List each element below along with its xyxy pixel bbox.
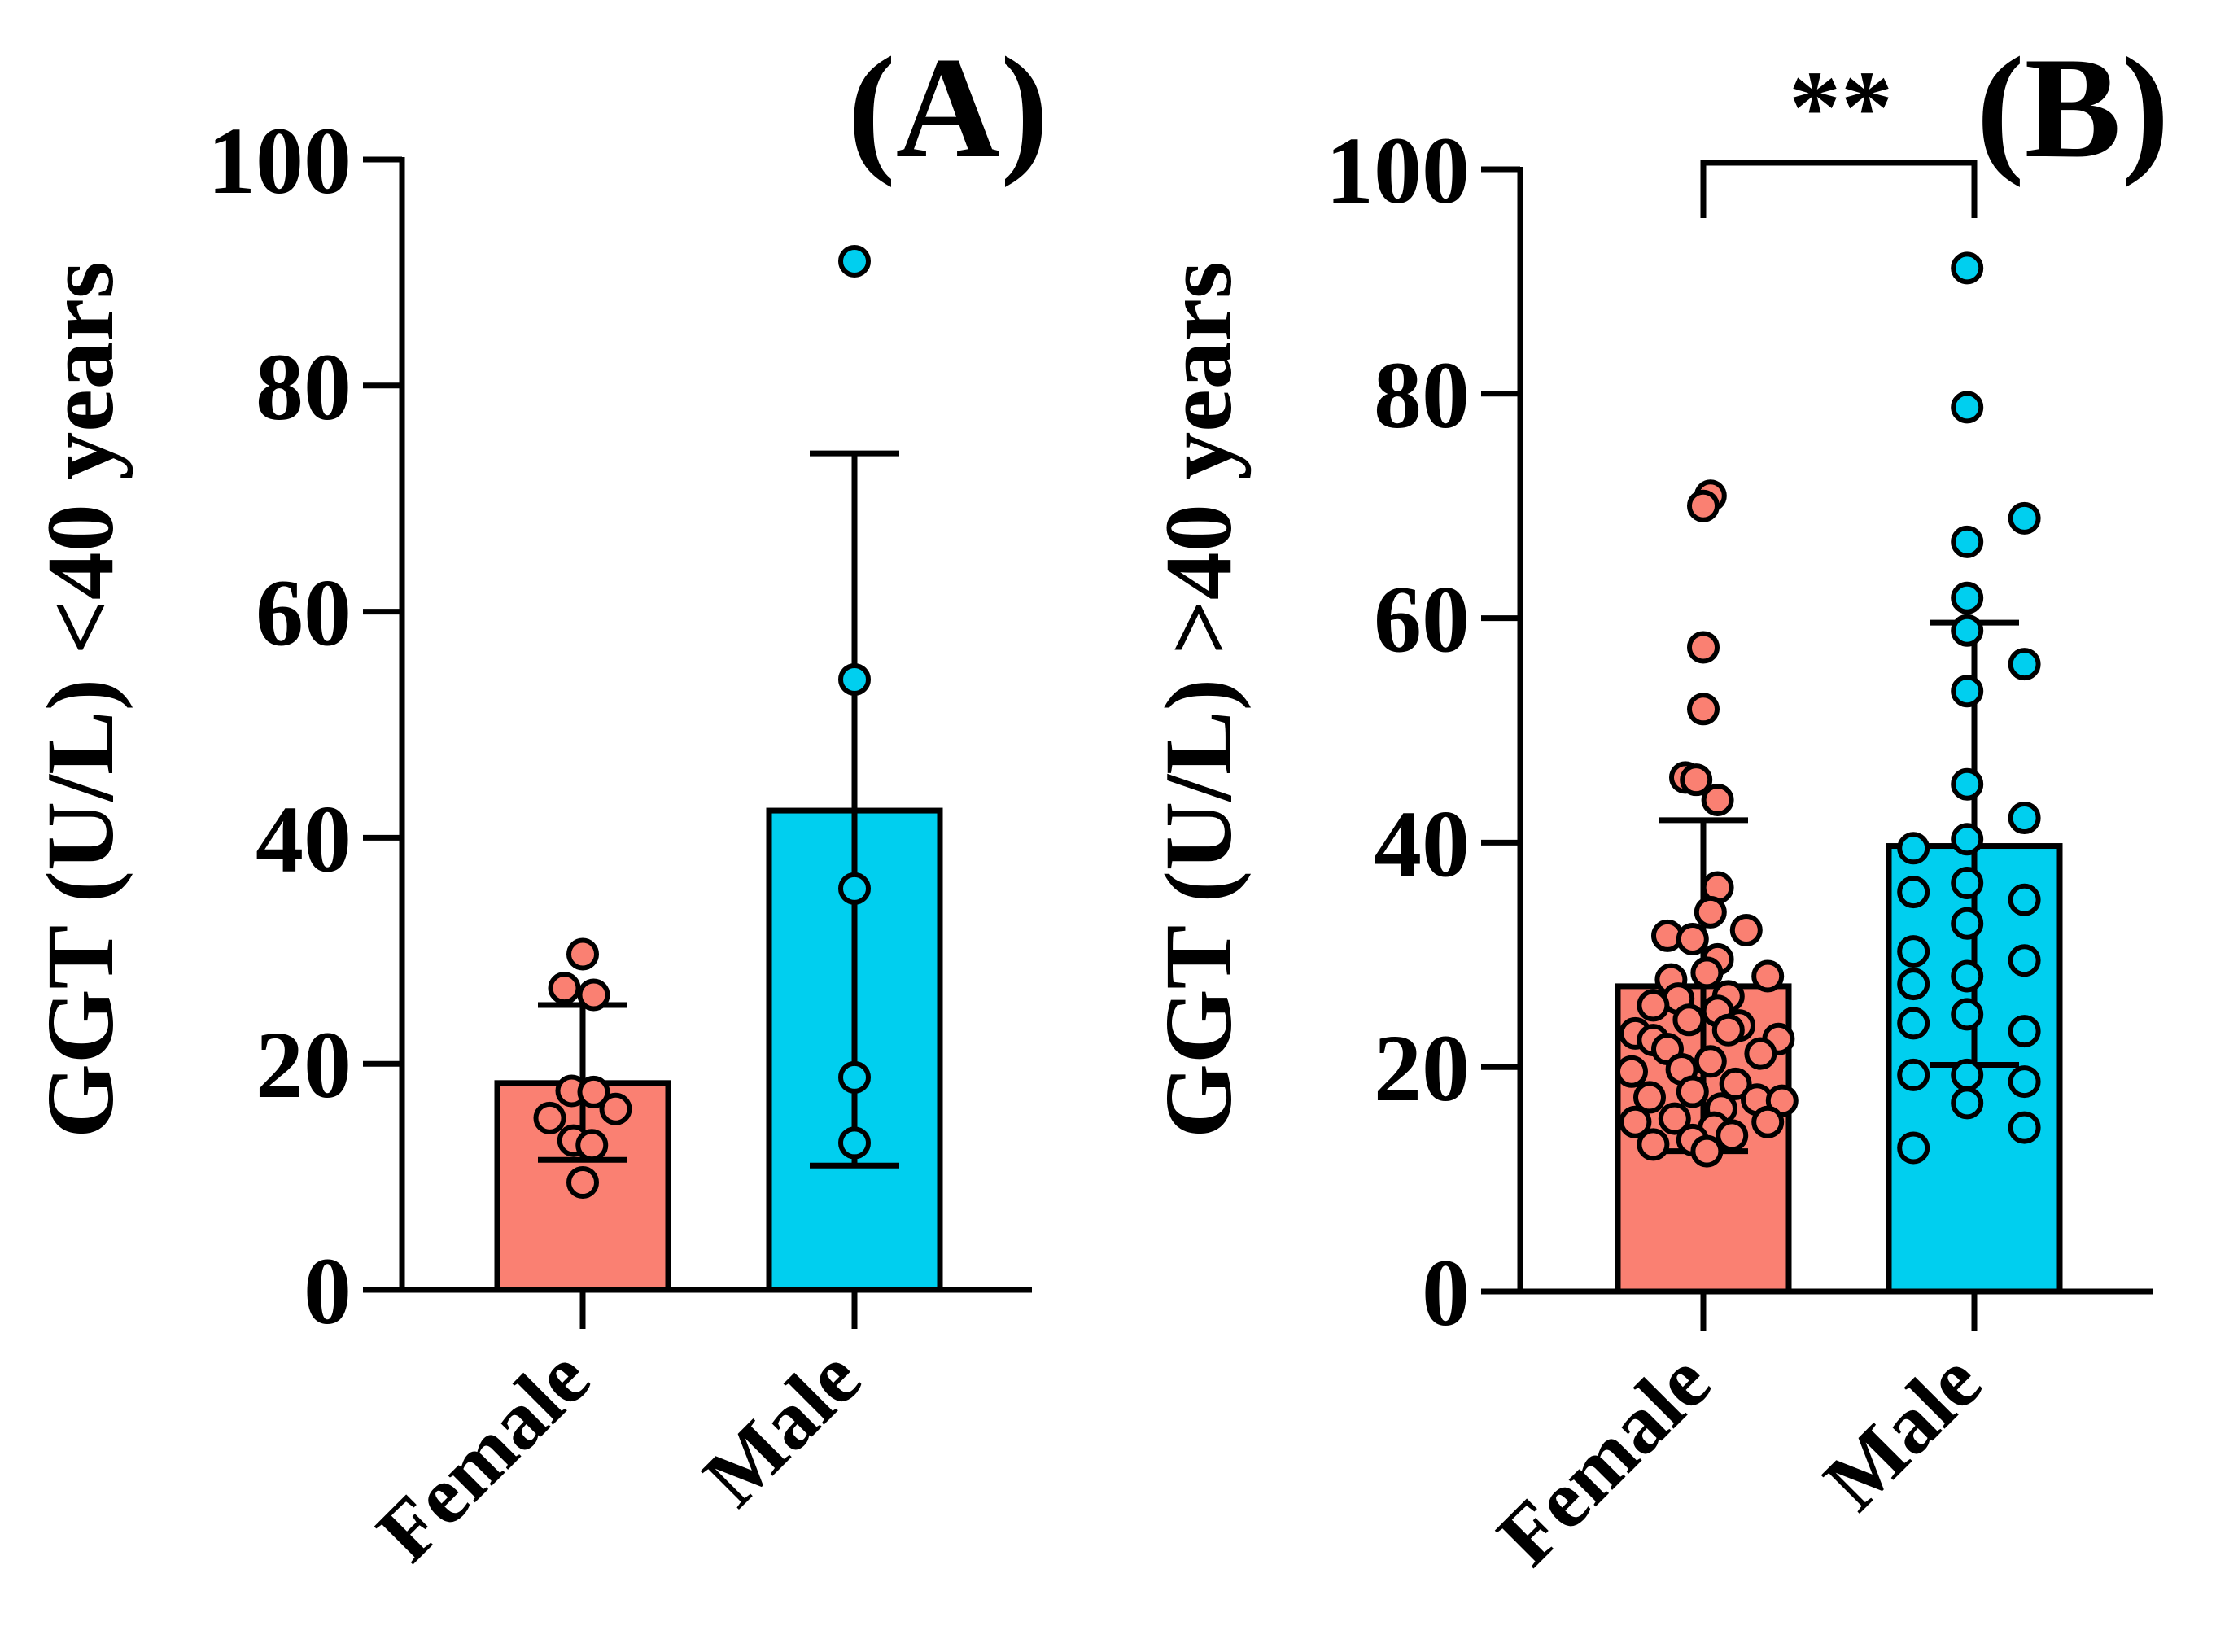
panel-b-y-tick-label-40: 40 [1374,790,1470,897]
panel-b-point-male-5 [1951,614,1984,647]
panel-b-significance-bracket [1700,160,1978,218]
panel-b-point-female-15 [1751,959,1785,993]
panel-a-point-male-3 [838,1060,871,1094]
panel-b-point-male-9 [2008,802,2041,835]
panel-b-point-male-2 [2008,501,2041,535]
panel-b-point-male-3 [1951,525,1984,558]
panel-a-point-female-5 [533,1101,566,1134]
panel-a-y-axis-title: GGT (U/L) <40 years [27,261,133,1138]
panel-b-point-male-8 [1951,767,1984,801]
panel-a-y-tick-label-60: 60 [256,560,352,666]
panel-b-point-female-31 [1719,1067,1752,1100]
panel-b-point-female-1 [1687,489,1720,522]
panel-b-point-female-14 [1690,956,1724,990]
panel-b-point-female-33 [1676,1075,1709,1108]
panel-a-x-label-male: Male [686,1331,878,1523]
panel-b-point-male-24 [1897,1058,1930,1091]
panel-b-point-female-32 [1633,1081,1666,1114]
panel-b-point-female-11 [1729,913,1763,946]
panel-b-point-female-3 [1687,693,1720,726]
panel-b-point-female-6 [1701,783,1734,816]
panel-b-y-tick-label-60: 60 [1374,566,1470,673]
panel-b-point-female-27 [1694,1045,1727,1078]
panel-b-point-female-29 [1615,1055,1648,1088]
panel-b-point-female-40 [1751,1105,1785,1138]
panel-b-point-male-4 [1951,581,1984,614]
panel-a-point-female-8 [575,1129,609,1162]
panel-b-point-male-26 [1951,1086,1984,1120]
panel-b-point-male-23 [1951,1058,1984,1091]
panel-b-point-male-20 [1951,998,1984,1031]
panel-a-point-male-0 [838,245,871,278]
panel-b-point-female-5 [1680,763,1713,797]
chart-marks: 0 20 40 60 80 100 0 20 40 60 80 100 [208,107,2153,1346]
panel-b-point-male-17 [2008,944,2041,977]
panel-b-point-female-18 [1637,989,1670,1022]
panel-b-point-female-41 [1637,1128,1670,1161]
panel-b-y-tick-label-0: 0 [1422,1239,1470,1346]
panel-a-point-female-1 [548,972,581,1005]
panel-b-point-male-18 [1951,959,1984,993]
panel-a-y-tick-label-100: 100 [208,107,352,214]
panel-b-y-axis-title: GGT (U/L) >40 years [1145,261,1252,1138]
panel-a-y-tick-label-40: 40 [256,785,352,892]
panel-b-point-male-19 [1897,968,1930,1001]
significance-label: ** [1789,50,1893,165]
panel-a-point-male-4 [838,1126,871,1160]
panel-b-y-tick-label-80: 80 [1374,342,1470,448]
panel-a-y-tick-label-20: 20 [256,1012,352,1118]
panel-a-y-tick-label-0: 0 [304,1238,352,1344]
panel-b-point-female-10 [1676,922,1709,955]
panel-a-point-male-2 [838,872,871,905]
panel-b-point-female-21 [1672,1003,1706,1037]
panel-a-point-female-9 [566,1166,599,1200]
panel-b-x-label-female: Female [1480,1335,1728,1583]
panel-a-point-female-0 [566,937,599,971]
panel-b-point-female-44 [1690,1134,1724,1168]
panel-a-point-male-1 [838,662,871,696]
panel-a-y-tick-label-80: 80 [256,334,352,440]
panel-b-point-male-10 [1951,823,1984,856]
panel-b-point-male-14 [2008,883,2041,916]
panel-b-y-tick-label-100: 100 [1326,117,1470,224]
panel-b-point-female-2 [1687,631,1720,664]
panel-b-point-male-13 [1897,876,1930,909]
panel-b-point-male-1 [1951,391,1984,424]
panel-b-point-male-15 [1951,907,1984,940]
panel-a-x-label-female: Female [360,1331,607,1579]
panel-b-point-female-43 [1716,1119,1749,1152]
panel-b-point-male-11 [1897,832,1930,865]
panel-a-point-female-6 [599,1092,632,1125]
panel-b-point-female-28 [1744,1037,1777,1070]
panel-b-y-tick-label-20: 20 [1374,1015,1470,1121]
panel-b-point-male-6 [2008,648,2041,681]
panel-b-point-male-21 [1897,1007,1930,1040]
panel-b-point-female-8 [1694,895,1727,929]
panel-b-point-male-16 [1897,935,1930,968]
panel-b-x-label-male: Male [1807,1335,1999,1527]
panel-b-point-female-37 [1619,1105,1652,1138]
panel-a-point-female-2 [577,978,610,1012]
panel-b-point-male-25 [2008,1065,2041,1099]
panel-b-point-female-38 [1658,1102,1691,1135]
panel-b-point-female-24 [1711,1013,1745,1047]
panel-b-label: (B) [1976,27,2169,188]
panel-a-point-female-4 [577,1075,610,1108]
panel-b-point-male-0 [1951,251,1984,285]
panel-b-point-male-7 [1951,675,1984,708]
panel-b-point-male-22 [2008,1015,2041,1048]
panel-a-label: (A) [847,27,1048,188]
panel-b-point-male-28 [1897,1131,1930,1165]
panel-b-point-male-27 [2008,1111,2041,1144]
panel-b-point-male-12 [1951,867,1984,900]
